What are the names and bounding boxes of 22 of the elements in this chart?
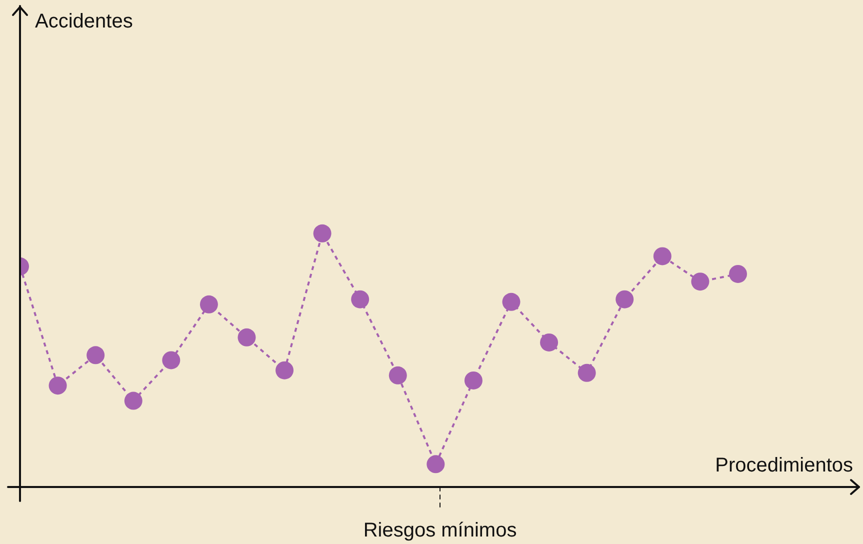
point <box>200 295 218 314</box>
point <box>653 247 672 266</box>
point <box>388 366 407 384</box>
text: Riesgos mínimos <box>363 520 517 542</box>
point <box>691 272 710 291</box>
point <box>86 346 105 364</box>
point <box>162 351 180 370</box>
point <box>351 290 370 308</box>
point <box>464 371 482 390</box>
text: Accidentes <box>35 10 133 33</box>
point <box>124 392 142 410</box>
point <box>616 290 634 308</box>
point <box>426 455 445 474</box>
point <box>540 333 558 352</box>
point <box>578 364 596 382</box>
point <box>502 292 520 311</box>
point <box>48 376 67 395</box>
point <box>728 264 747 283</box>
point <box>276 361 294 380</box>
x-axis-title: Procedimientos <box>715 454 853 477</box>
point <box>313 224 332 242</box>
point <box>238 328 256 346</box>
